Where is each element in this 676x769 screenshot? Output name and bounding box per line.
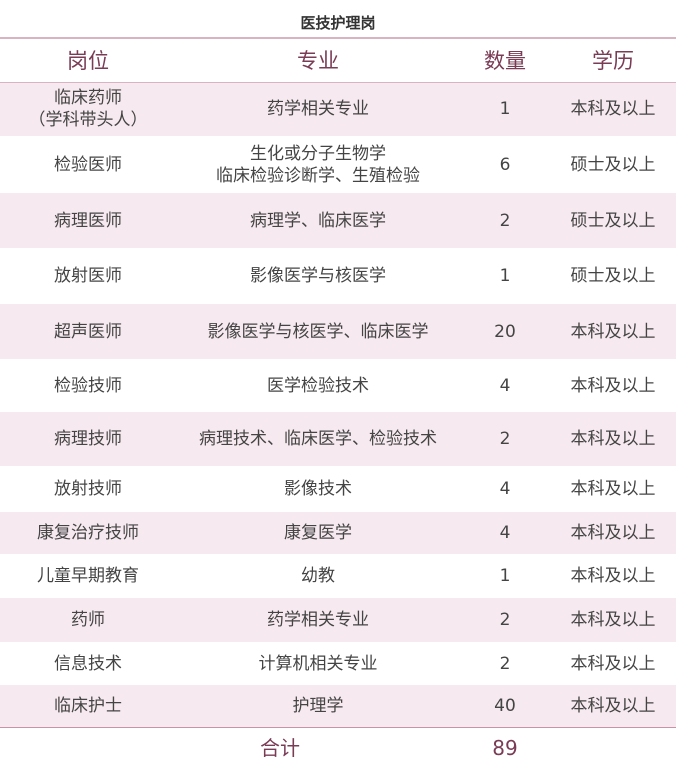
cell-count: 4: [499, 375, 511, 396]
cell-count: 4: [499, 523, 511, 543]
cell-count: 2: [499, 653, 511, 674]
header-position: 岗位: [67, 49, 109, 74]
table-row: 病理技师 病理技术、临床医学、检验技术 2 本科及以上: [0, 412, 676, 466]
cell-major: 药学相关专业: [267, 610, 369, 630]
total-label: 合计: [260, 736, 300, 761]
table-row: 康复治疗技师 康复医学 4 本科及以上: [0, 512, 676, 554]
table-title: 医技护理岗: [300, 14, 376, 32]
cell-count: 6: [499, 154, 511, 175]
cell-major: 计算机相关专业: [258, 653, 378, 674]
cell-education: 本科及以上: [570, 653, 656, 674]
total-count: 89: [492, 736, 518, 761]
header-education: 学历: [592, 49, 634, 74]
cell-count: 2: [499, 210, 511, 231]
cell-education: 本科及以上: [570, 375, 656, 396]
cell-position: 超声医师: [54, 321, 122, 342]
cell-position: 康复治疗技师: [37, 523, 139, 543]
cell-major: 影像医学与核医学、临床医学: [207, 321, 429, 342]
cell-position: 病理技师: [54, 429, 122, 449]
table-row: 临床护士 护理学 40 本科及以上: [0, 685, 676, 727]
cell-education: 本科及以上: [570, 429, 656, 449]
cell-position: 病理医师: [54, 210, 122, 231]
table-row: 超声医师 影像医学与核医学、临床医学 20 本科及以上: [0, 304, 676, 359]
cell-position: 信息技术: [54, 653, 122, 674]
cell-count: 1: [499, 266, 511, 286]
cell-education: 本科及以上: [570, 321, 656, 342]
cell-education: 本科及以上: [570, 523, 656, 543]
cell-education: 硕士及以上: [570, 210, 656, 231]
cell-count: 4: [499, 479, 511, 499]
cell-education: 本科及以上: [570, 610, 656, 630]
cell-count: 20: [494, 321, 516, 342]
cell-position: 检验技师: [54, 375, 122, 396]
cell-major: 病理学、临床医学: [250, 210, 386, 231]
cell-education: 硕士及以上: [570, 266, 656, 286]
cell-major: 生化或分子生物学 临床检验诊断学、生殖检验: [216, 143, 420, 186]
cell-count: 40: [494, 695, 516, 716]
cell-position: 放射医师: [54, 266, 122, 286]
header-major: 专业: [297, 49, 339, 74]
cell-major: 医学检验技术: [267, 375, 369, 396]
cell-position: 临床药师 （学科带头人）: [28, 88, 148, 131]
cell-major: 幼教: [301, 566, 335, 586]
table-row: 检验技师 医学检验技术 4 本科及以上: [0, 359, 676, 412]
header-count: 数量: [484, 49, 526, 74]
cell-major: 病理技术、临床医学、检验技术: [199, 429, 437, 449]
table-row: 药师 药学相关专业 2 本科及以上: [0, 598, 676, 642]
table-row: 临床药师 （学科带头人） 药学相关专业 1 本科及以上: [0, 82, 676, 136]
cell-education: 本科及以上: [570, 479, 656, 499]
total-row: 合计 89: [0, 727, 676, 769]
cell-education: 本科及以上: [570, 99, 656, 120]
table-row: 信息技术 计算机相关专业 2 本科及以上: [0, 642, 676, 685]
cell-position: 儿童早期教育: [37, 566, 139, 586]
cell-position: 检验医师: [54, 154, 122, 175]
header-row: 岗位 专业 数量 学历: [0, 38, 676, 82]
cell-major: 影像技术: [284, 479, 352, 499]
cell-major: 康复医学: [284, 523, 352, 543]
cell-count: 1: [499, 99, 511, 120]
cell-count: 1: [499, 566, 511, 586]
cell-major: 药学相关专业: [267, 99, 369, 120]
table-row: 病理医师 病理学、临床医学 2 硕士及以上: [0, 193, 676, 248]
cell-position: 放射技师: [54, 479, 122, 499]
cell-position: 临床护士: [54, 695, 122, 716]
table-row: 放射技师 影像技术 4 本科及以上: [0, 466, 676, 512]
cell-major: 影像医学与核医学: [250, 266, 386, 286]
table-row: 检验医师 生化或分子生物学 临床检验诊断学、生殖检验 6 硕士及以上: [0, 136, 676, 193]
cell-education: 硕士及以上: [570, 154, 656, 175]
table-row: 儿童早期教育 幼教 1 本科及以上: [0, 554, 676, 598]
cell-count: 2: [499, 610, 511, 630]
table-row: 放射医师 影像医学与核医学 1 硕士及以上: [0, 248, 676, 304]
cell-position: 药师: [71, 610, 105, 630]
recruitment-table: 岗位 专业 数量 学历 临床药师 （学科带头人） 药学相关专业 1 本科及以上 检验医师…: [0, 37, 676, 769]
cell-major: 护理学: [292, 695, 344, 716]
cell-education: 本科及以上: [570, 566, 656, 586]
cell-count: 2: [499, 429, 511, 449]
cell-education: 本科及以上: [570, 695, 656, 716]
